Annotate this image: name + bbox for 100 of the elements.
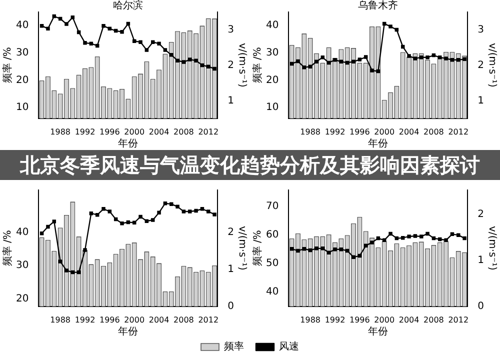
point [188,58,192,62]
y2-axis-title: v/(m·s⁻¹) [236,226,248,271]
point [46,224,50,229]
point [120,221,124,226]
point [339,247,344,252]
x-tick-label: 1988 [300,315,320,324]
point [52,14,56,18]
point [326,250,331,254]
point [462,57,466,62]
point [200,63,204,68]
point [206,64,210,68]
point [176,204,180,209]
point [163,201,168,206]
y-tick-label: 10 [266,102,279,114]
y2-tick-label: 2 [228,226,234,238]
point [388,232,392,236]
point [212,66,216,71]
y-tick-label: 20 [16,74,29,86]
x-tick-label: 2004 [148,127,170,136]
point [333,58,337,62]
point [58,260,62,264]
x-tick-label: 1992 [324,315,346,324]
point [169,202,174,206]
point [413,56,418,60]
point [163,48,168,52]
point [182,60,186,64]
legend-label: 风速 [279,340,299,353]
x-tick-label: 1996 [99,315,120,324]
point [419,56,424,60]
point [388,24,392,28]
point [413,234,418,238]
x-tick-label: 2000 [124,127,145,136]
point [212,212,216,216]
x-tick-label: 2000 [374,127,395,136]
y-tick-label: 40 [16,20,29,32]
y-axis-title: 频率 /% [252,47,264,84]
point [89,42,94,46]
point [345,60,350,65]
point [376,69,380,74]
point [432,53,436,58]
point [370,240,374,244]
y-tick-label: 30 [16,48,29,59]
y-tick-label: 20 [16,293,29,304]
x-tick-label: 2008 [174,315,194,324]
point [314,246,318,250]
point [407,234,411,238]
point [76,30,81,34]
x-tick-label: 2000 [124,315,145,324]
point [114,217,118,222]
y-axis-title: 频率 /% [252,230,264,266]
point [108,210,112,214]
point [400,236,405,240]
point [40,232,44,236]
y2-axis-title: v/(m·s⁻¹) [486,226,498,271]
point [150,218,155,222]
point [320,246,325,250]
point [382,22,386,26]
chart-title: 乌鲁木齐 [358,0,398,12]
point [89,211,94,216]
point [102,207,106,211]
point [302,65,306,70]
point [432,236,436,240]
point [314,60,318,64]
point [456,58,460,62]
y2-tick-label: 2 [228,60,234,71]
y-tick-label: 50 [266,258,279,270]
point [456,233,460,237]
point [394,28,399,32]
y2-tick-label: 3 [478,24,484,36]
x-tick-label: 2008 [424,315,444,324]
x-tick-label: 1988 [50,127,70,136]
point [52,220,56,224]
x-tick-label: 1996 [349,127,370,136]
x-tick-label: 1996 [99,127,120,136]
point [333,247,337,252]
point [120,30,124,34]
y-tick-label: 40 [266,286,279,298]
y-tick-label: 60 [266,230,279,241]
point [95,212,100,217]
y2-axis-title: v/(m·s⁻¹) [236,42,248,88]
y2-tick-label: 1 [228,264,234,275]
point [64,22,68,26]
point [290,247,294,251]
point [200,207,204,211]
x-tick-label: 2012 [198,315,219,324]
text: 北京冬季风速与气温变化趋势分析及其影响因素探讨 [0,150,500,180]
x-tick-label: 2012 [198,127,219,136]
y-axis-title: 频率 /% [2,230,14,266]
y-tick-label: 40 [16,226,29,238]
point [426,56,430,60]
point [450,58,454,62]
x-tick-label: 2012 [448,127,469,136]
point [326,60,331,65]
point [194,208,198,213]
point [296,59,300,64]
y-tick-label: 30 [16,260,29,272]
x-tick-label: 2004 [398,127,420,136]
point [308,64,312,68]
y2-tick-label: 1 [478,95,484,106]
x-tick-label: 2004 [148,315,170,324]
